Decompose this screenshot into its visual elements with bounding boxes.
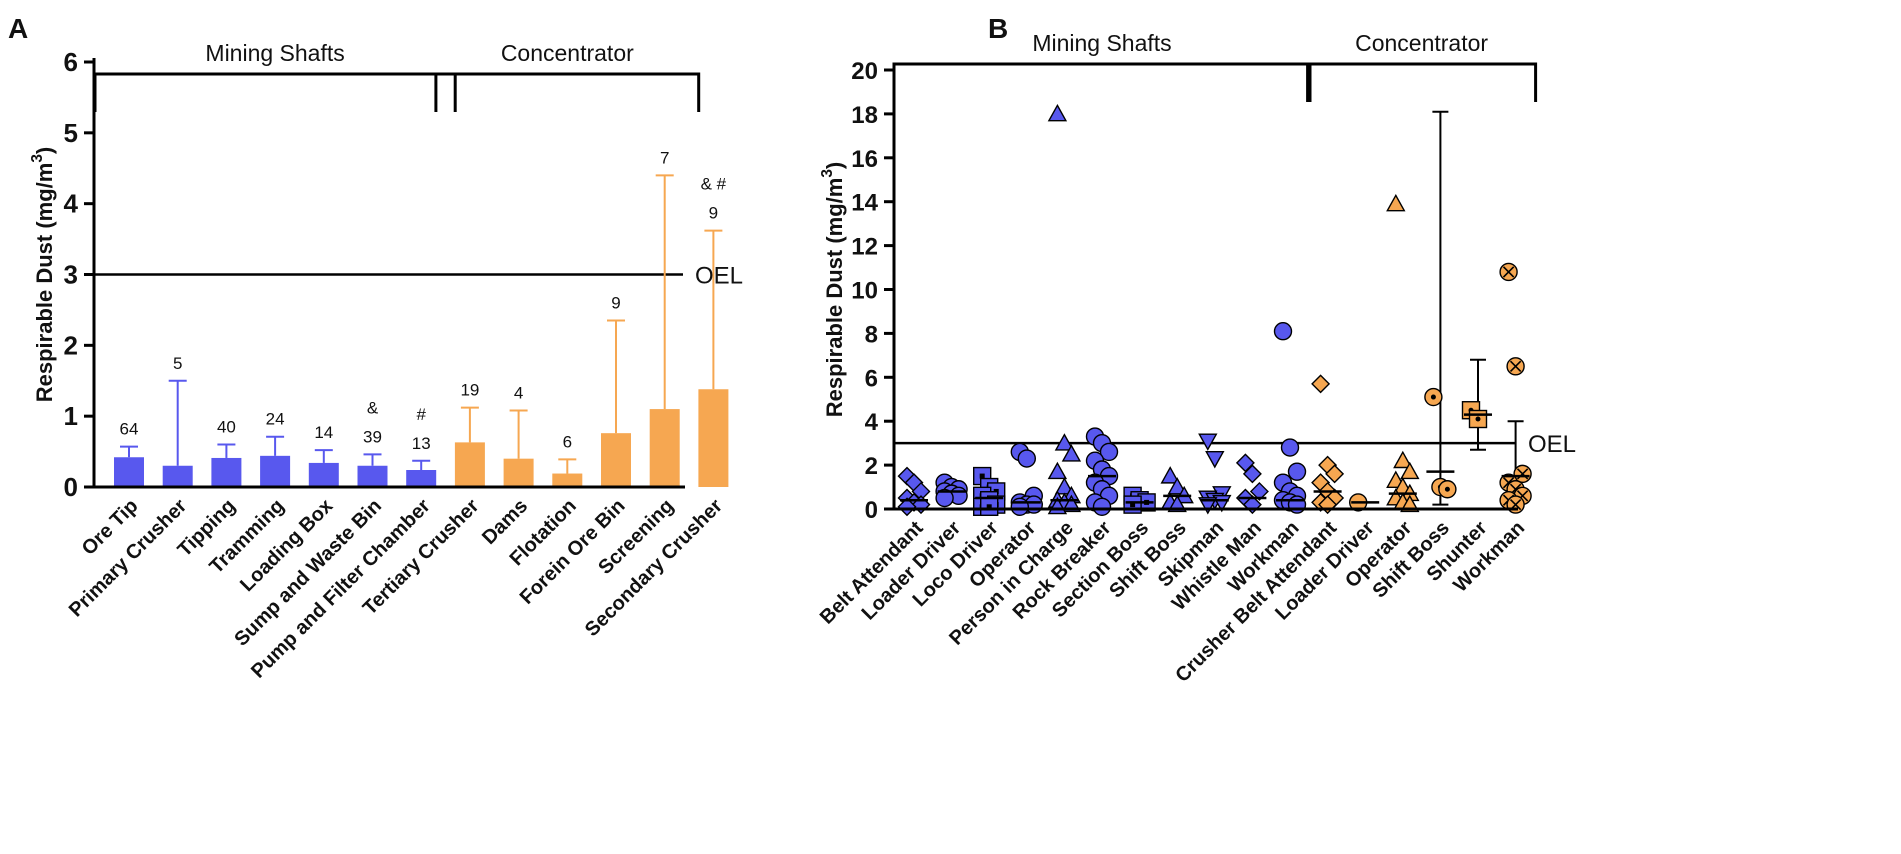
- data-point-dot: [1130, 502, 1136, 508]
- y-tick-label: 3: [64, 260, 78, 290]
- significance-mark: #: [416, 405, 426, 424]
- data-point-x: [1509, 360, 1522, 372]
- y-tick-label: 6: [865, 365, 878, 392]
- bar: [114, 457, 144, 487]
- data-point-dot: [1444, 486, 1450, 492]
- n-label: 64: [120, 420, 139, 439]
- y-tick-label: 1: [64, 401, 78, 431]
- n-label: 6: [563, 432, 572, 451]
- y-tick-label: 2: [865, 453, 878, 480]
- data-point: [1010, 497, 1029, 517]
- n-label: 19: [460, 381, 479, 400]
- bar: [503, 458, 534, 487]
- bar: [406, 470, 437, 487]
- n-label: 24: [266, 410, 285, 429]
- y-tick-label: 2: [64, 330, 78, 360]
- y-tick-label: 10: [851, 278, 878, 305]
- bar: [260, 455, 291, 487]
- n-label: 5: [173, 354, 182, 373]
- n-label: 14: [314, 423, 333, 442]
- data-point: [1061, 444, 1082, 462]
- panel-label-b: B: [988, 13, 1008, 44]
- n-label: 9: [611, 294, 620, 313]
- y-tick-label: 12: [851, 234, 878, 261]
- group-bracket: [1306, 62, 1538, 102]
- y-axis-label: Respirable Dust (mg/m3): [819, 162, 847, 418]
- y-tick-label: 4: [865, 409, 879, 436]
- n-label: 40: [217, 418, 236, 437]
- oel-label: OEL: [695, 263, 743, 290]
- n-label: 4: [514, 384, 523, 403]
- bar: [601, 433, 631, 487]
- bar: [357, 465, 388, 487]
- bar: [162, 465, 193, 487]
- y-axis-label: Respirable Dust (mg/m3): [29, 147, 57, 403]
- group-bracket: [434, 72, 701, 112]
- significance-mark: & #: [701, 175, 727, 194]
- y-tick-label: 0: [865, 497, 878, 524]
- y-tick-label: 8: [865, 321, 878, 348]
- data-point: [1242, 464, 1262, 484]
- bar: [649, 409, 680, 487]
- n-label: 7: [660, 148, 669, 167]
- data-point: [1386, 193, 1406, 212]
- y-tick-label: 18: [851, 102, 878, 129]
- data-point: [1325, 464, 1345, 484]
- y-tick-label: 0: [64, 472, 78, 502]
- data-point-dot: [1430, 394, 1436, 400]
- bar: [698, 389, 729, 487]
- group-label: Concentrator: [501, 40, 634, 66]
- data-point: [1273, 322, 1293, 341]
- data-point: [1054, 433, 1075, 451]
- panel-a-bar-chart: 0 1 2 3 4 5 6 Respirable Dust (mg/m3) OEL Mining …: [29, 40, 743, 683]
- data-point-dot: [979, 473, 985, 479]
- data-point: [1047, 103, 1068, 122]
- data-point: [1160, 466, 1180, 484]
- data-point: [1311, 374, 1331, 394]
- panel-b-scatter-chart: 0 2 4 6 8 10 12 14 16 18 20 Respirable Dust (mg/m3)…: [816, 30, 1576, 687]
- oel-label: OEL: [1528, 431, 1576, 458]
- significance-mark: &: [367, 398, 379, 417]
- y-tick-label: 6: [64, 47, 78, 77]
- data-point: [1092, 497, 1112, 517]
- group-label: Mining Shafts: [1032, 30, 1171, 56]
- n-label: 13: [412, 434, 431, 453]
- bar: [308, 462, 339, 487]
- y-tick-label: 20: [851, 58, 878, 85]
- data-point: [1287, 495, 1307, 514]
- data-point: [1167, 477, 1187, 495]
- y-tick-label: 5: [64, 118, 78, 148]
- y-tick-label: 16: [851, 146, 878, 173]
- data-point: [1047, 461, 1068, 480]
- data-point: [1205, 451, 1225, 469]
- data-point: [897, 497, 917, 517]
- data-point: [1393, 450, 1413, 469]
- n-label: 39: [363, 427, 382, 446]
- data-point: [1400, 461, 1420, 480]
- data-point-x: [1502, 266, 1515, 278]
- bar: [211, 457, 242, 487]
- data-point: [1017, 449, 1037, 468]
- data-point: [1198, 433, 1218, 451]
- data-point: [935, 488, 954, 508]
- panel-label-a: A: [8, 13, 28, 44]
- y-tick-label: 14: [851, 190, 878, 217]
- data-point: [1099, 442, 1119, 462]
- data-point: [1287, 462, 1307, 481]
- data-point: [1198, 497, 1218, 515]
- data-point-dot: [986, 504, 992, 510]
- group-label: Concentrator: [1355, 30, 1488, 56]
- group-bracket: [892, 62, 1312, 102]
- data-point: [1249, 481, 1269, 501]
- bar: [552, 473, 583, 487]
- data-point-dot: [1475, 416, 1481, 422]
- group-bracket: [93, 72, 457, 112]
- bar: [454, 442, 485, 487]
- data-point: [1280, 438, 1300, 457]
- n-label: 9: [709, 204, 718, 223]
- y-tick-label: 4: [64, 189, 79, 219]
- group-label: Mining Shafts: [205, 40, 344, 66]
